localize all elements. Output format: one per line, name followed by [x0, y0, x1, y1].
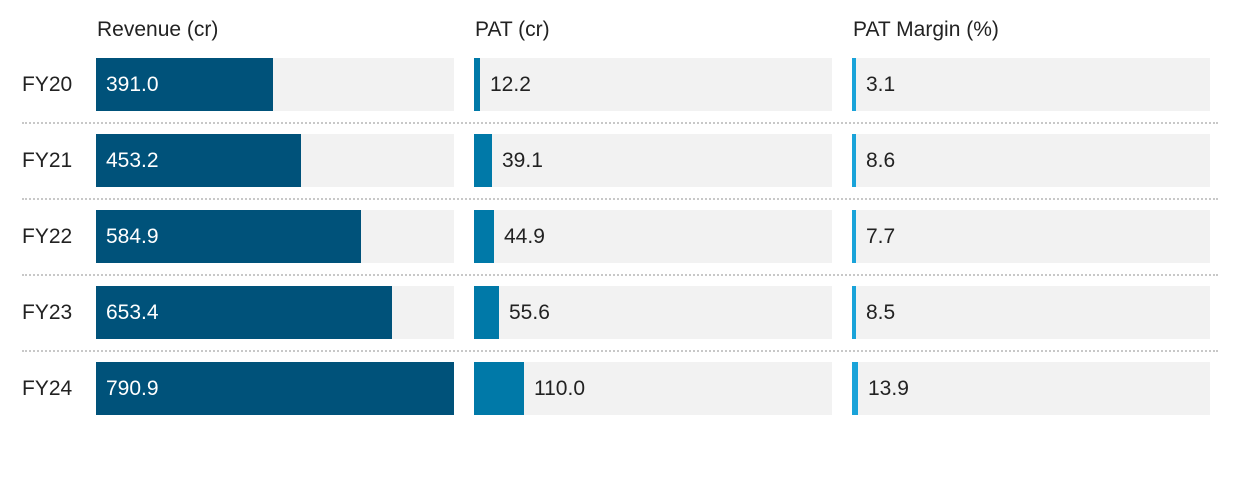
value-label-revenue-cr-fy23: 653.4 — [106, 301, 159, 324]
value-label-revenue-cr-fy22: 584.9 — [106, 225, 159, 248]
value-label-pat-margin-fy23: 8.5 — [866, 301, 896, 324]
column-header-revenue-cr: Revenue (cr) — [97, 18, 219, 41]
bar-revenue-cr-fy20 — [96, 58, 273, 111]
bar-pat-margin-fy24 — [852, 362, 858, 415]
row-label-fy21: FY21 — [22, 149, 73, 172]
value-label-pat-cr-fy20: 12.2 — [490, 73, 531, 96]
value-label-pat-cr-fy24: 110.0 — [534, 377, 585, 400]
bar-pat-cr-fy20 — [474, 58, 480, 111]
row-separator — [22, 122, 1218, 124]
value-label-pat-cr-fy21: 39.1 — [502, 149, 543, 172]
bar-track: 391.0 — [96, 58, 454, 111]
value-label-pat-margin-fy21: 8.6 — [866, 149, 896, 172]
value-label-revenue-cr-fy24: 790.9 — [106, 377, 159, 400]
bar-pat-margin-fy20 — [852, 58, 856, 111]
bar-pat-cr-fy22 — [474, 210, 494, 263]
row-separator — [22, 350, 1218, 352]
bar-revenue-cr-fy22 — [96, 210, 361, 263]
bar-pat-cr-fy24 — [474, 362, 524, 415]
value-label-pat-cr-fy22: 44.9 — [504, 225, 545, 248]
bar-track: 110.0 — [474, 362, 832, 415]
bar-pat-margin-fy21 — [852, 134, 856, 187]
bar-revenue-cr-fy21 — [96, 134, 301, 187]
bar-revenue-cr-fy24 — [96, 362, 454, 415]
bar-pat-margin-fy22 — [852, 210, 856, 263]
bar-track: 453.2 — [96, 134, 454, 187]
column-header-pat-cr: PAT (cr) — [475, 18, 550, 41]
bar-pat-margin-fy23 — [852, 286, 856, 339]
bar-track: 584.9 — [96, 210, 454, 263]
row-label-fy23: FY23 — [22, 301, 73, 324]
bar-track: 39.1 — [474, 134, 832, 187]
value-label-pat-cr-fy23: 55.6 — [509, 301, 550, 324]
row-label-fy20: FY20 — [22, 73, 73, 96]
row-label-fy22: FY22 — [22, 225, 73, 248]
bar-track: 12.2 — [474, 58, 832, 111]
row-label-fy24: FY24 — [22, 377, 73, 400]
value-label-pat-margin-fy22: 7.7 — [866, 225, 896, 248]
bar-pat-cr-fy21 — [474, 134, 492, 187]
bar-pat-cr-fy23 — [474, 286, 499, 339]
bar-track: 8.6 — [852, 134, 1210, 187]
bar-track: 790.9 — [96, 362, 454, 415]
bar-track: 7.7 — [852, 210, 1210, 263]
value-label-pat-margin-fy24: 13.9 — [868, 377, 909, 400]
bar-track: 8.5 — [852, 286, 1210, 339]
bar-track: 13.9 — [852, 362, 1210, 415]
bar-track: 653.4 — [96, 286, 454, 339]
value-label-revenue-cr-fy21: 453.2 — [106, 149, 159, 172]
column-header-pat-margin: PAT Margin (%) — [853, 18, 999, 41]
value-label-pat-margin-fy20: 3.1 — [866, 73, 896, 96]
bar-track: 44.9 — [474, 210, 832, 263]
value-label-revenue-cr-fy20: 391.0 — [106, 73, 159, 96]
bar-track: 55.6 — [474, 286, 832, 339]
row-separator — [22, 274, 1218, 276]
bar-track: 3.1 — [852, 58, 1210, 111]
bar-revenue-cr-fy23 — [96, 286, 392, 339]
row-separator — [22, 198, 1218, 200]
